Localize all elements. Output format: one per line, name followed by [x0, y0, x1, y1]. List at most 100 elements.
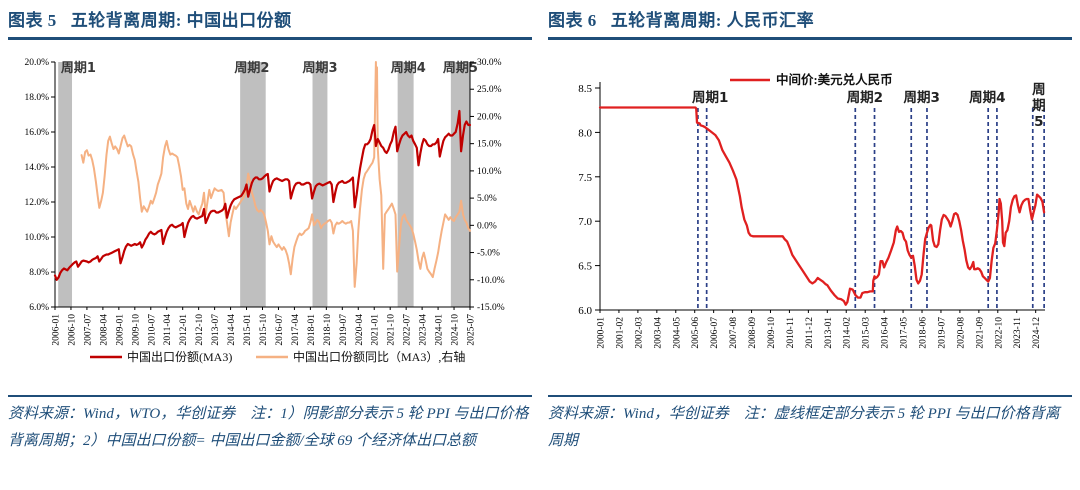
svg-text:2019-07: 2019-07	[339, 314, 349, 346]
svg-text:2012-10: 2012-10	[195, 314, 205, 346]
svg-text:2009-10: 2009-10	[131, 314, 141, 346]
figure5-title-text: 五轮背离周期: 中国出口份额	[70, 11, 292, 30]
figure6-bottom-rule	[548, 395, 1072, 397]
rmb-rate-svg: 周期1 周期2 周期3 周期4 周期 5 8.5 8.0 7.5 7.0 6.5 6.0 2000-01…	[578, 72, 1046, 349]
svg-text:2006-07: 2006-07	[710, 317, 720, 349]
cycle-band-labels: 周期1 周期2 周期3 周期4 周期5	[61, 61, 478, 76]
svg-text:2012-01: 2012-01	[179, 314, 189, 346]
svg-text:2013-01: 2013-01	[824, 317, 834, 349]
svg-text:7.0: 7.0	[578, 216, 592, 228]
figure5-title-rule	[8, 37, 532, 40]
svg-text:10.0%: 10.0%	[24, 233, 49, 243]
svg-text:周期1: 周期1	[61, 61, 96, 76]
cycle-dashed-lines	[697, 108, 1045, 310]
figure5-tag: 图表 5	[8, 11, 57, 30]
svg-text:2003-04: 2003-04	[653, 317, 663, 349]
svg-text:5.0%: 5.0%	[477, 194, 497, 204]
svg-text:2014-02: 2014-02	[843, 317, 853, 349]
figure6-rmb-rate-chart: 周期1 周期2 周期3 周期4 周期 5 8.5 8.0 7.5 7.0 6.5 6.0 2000-01…	[540, 44, 1080, 392]
svg-text:2024-01: 2024-01	[435, 314, 445, 346]
series-line	[598, 106, 1046, 306]
svg-text:2017-05: 2017-05	[900, 317, 910, 349]
svg-text:2009-10: 2009-10	[767, 317, 777, 349]
svg-text:2011-04: 2011-04	[163, 314, 173, 346]
svg-text:2022-10: 2022-10	[994, 317, 1004, 349]
svg-text:2024-12: 2024-12	[1032, 317, 1042, 349]
svg-text:2016-07: 2016-07	[275, 314, 285, 346]
svg-text:2002-03: 2002-03	[634, 317, 644, 349]
figure5-export-share-chart: 周期1 周期2 周期3 周期4 周期5 20.0% 18.0% 16.0% 14.0% 12.0%…	[0, 44, 540, 392]
svg-text:周期3: 周期3	[904, 90, 940, 106]
svg-text:2006-01: 2006-01	[52, 314, 62, 346]
svg-text:周期1: 周期1	[692, 90, 728, 106]
svg-text:2018-06: 2018-06	[919, 317, 929, 349]
figure5-bottom-rule	[8, 395, 532, 397]
svg-text:中国出口份额(MA3): 中国出口份额(MA3)	[127, 349, 232, 364]
figure5-panel: 图表 5 五轮背离周期: 中国出口份额 周期1 周期2 周期3 周期4 周期5 20.0% 1…	[0, 6, 540, 450]
svg-text:20.0%: 20.0%	[24, 58, 49, 68]
legend: 中国出口份额(MA3) 中国出口份额同比（MA3）,右轴	[90, 349, 465, 364]
svg-text:6.5: 6.5	[578, 261, 592, 273]
svg-text:周期3: 周期3	[302, 61, 337, 76]
svg-text:2007-07: 2007-07	[83, 314, 93, 346]
svg-text:2007-08: 2007-08	[729, 317, 739, 349]
svg-text:2021-01: 2021-01	[371, 314, 381, 346]
svg-text:2001-02: 2001-02	[615, 317, 625, 349]
svg-text:8.0%: 8.0%	[29, 268, 49, 278]
svg-text:2014-04: 2014-04	[227, 314, 237, 346]
figure5-title: 图表 5 五轮背离周期: 中国出口份额	[8, 6, 536, 31]
svg-text:2006-10: 2006-10	[67, 314, 77, 346]
svg-text:6.0%: 6.0%	[29, 303, 49, 313]
export-share-svg: 周期1 周期2 周期3 周期4 周期5 20.0% 18.0% 16.0% 14.0% 12.0%…	[24, 58, 504, 364]
svg-text:12.0%: 12.0%	[24, 198, 49, 208]
svg-text:2009-01: 2009-01	[115, 314, 125, 346]
figure6-title-text: 五轮背离周期: 人民币汇率	[610, 11, 815, 30]
svg-text:25.0%: 25.0%	[477, 85, 502, 95]
svg-text:2005-06: 2005-06	[691, 317, 701, 349]
svg-text:2020-08: 2020-08	[956, 317, 966, 349]
svg-text:7.5: 7.5	[578, 172, 592, 184]
svg-text:2008-04: 2008-04	[99, 314, 109, 346]
svg-text:8.5: 8.5	[578, 83, 592, 95]
svg-text:2010-11: 2010-11	[786, 317, 796, 349]
svg-text:18.0%: 18.0%	[24, 93, 49, 103]
svg-text:2019-07: 2019-07	[937, 317, 947, 349]
series-lines	[53, 61, 472, 288]
svg-text:中国出口份额同比（MA3）,右轴: 中国出口份额同比（MA3）,右轴	[293, 349, 465, 364]
svg-text:2023-04: 2023-04	[419, 314, 429, 346]
svg-text:2017-04: 2017-04	[291, 314, 301, 346]
figure6-title-rule	[548, 37, 1072, 40]
svg-text:14.0%: 14.0%	[24, 163, 49, 173]
axes: 20.0% 18.0% 16.0% 14.0% 12.0% 10.0% 8.0% 6.0% 30…	[24, 58, 504, 313]
svg-text:30.0%: 30.0%	[477, 58, 502, 68]
cycle-labels: 周期1 周期2 周期3 周期4 周期 5	[692, 82, 1046, 130]
figure6-source-note: 资料来源：Wind，华创证券 注：虚线框定部分表示 5 轮 PPI 与出口价格背…	[548, 406, 1060, 450]
svg-text:2011-12: 2011-12	[805, 317, 815, 349]
x-axis-labels: 2006-01 2006-10 2007-07 2008-04 2009-01 2009-…	[52, 307, 477, 346]
figure5-source-note: 资料来源：Wind，WTO，华创证券 注：1）阴影部分表示 5 轮 PPI 与出…	[8, 406, 529, 450]
svg-text:15.0%: 15.0%	[477, 140, 502, 150]
svg-text:20.0%: 20.0%	[477, 112, 502, 122]
svg-text:周期5: 周期5	[443, 61, 478, 76]
cycle-bands	[58, 62, 470, 307]
svg-text:2018-10: 2018-10	[323, 314, 333, 346]
svg-text:10.0%: 10.0%	[477, 167, 502, 177]
figure6-tag: 图表 6	[548, 11, 597, 30]
svg-text:2010-07: 2010-07	[147, 314, 157, 346]
axes: 8.5 8.0 7.5 7.0 6.5 6.0	[578, 82, 1045, 317]
svg-text:2021-10: 2021-10	[387, 314, 397, 346]
svg-text:2015-03: 2015-03	[862, 317, 872, 349]
svg-text:2015-10: 2015-10	[259, 314, 269, 346]
svg-text:2015-01: 2015-01	[243, 314, 253, 346]
svg-text:6.0: 6.0	[578, 305, 592, 317]
svg-text:周期4: 周期4	[391, 61, 426, 76]
svg-text:-15.0%: -15.0%	[477, 303, 505, 313]
svg-text:2000-01: 2000-01	[597, 317, 607, 349]
svg-text:2023-11: 2023-11	[1013, 317, 1023, 349]
svg-text:周期4: 周期4	[969, 90, 1005, 106]
figure6-panel: 图表 6 五轮背离周期: 人民币汇率 周期1 周期2 周期3 周期4 周期 5 8.5 8.0 7…	[540, 0, 1080, 490]
svg-text:2025-07: 2025-07	[467, 314, 477, 346]
figure6-title: 图表 6 五轮背离周期: 人民币汇率	[548, 6, 1076, 31]
svg-text:2018-01: 2018-01	[307, 314, 317, 346]
